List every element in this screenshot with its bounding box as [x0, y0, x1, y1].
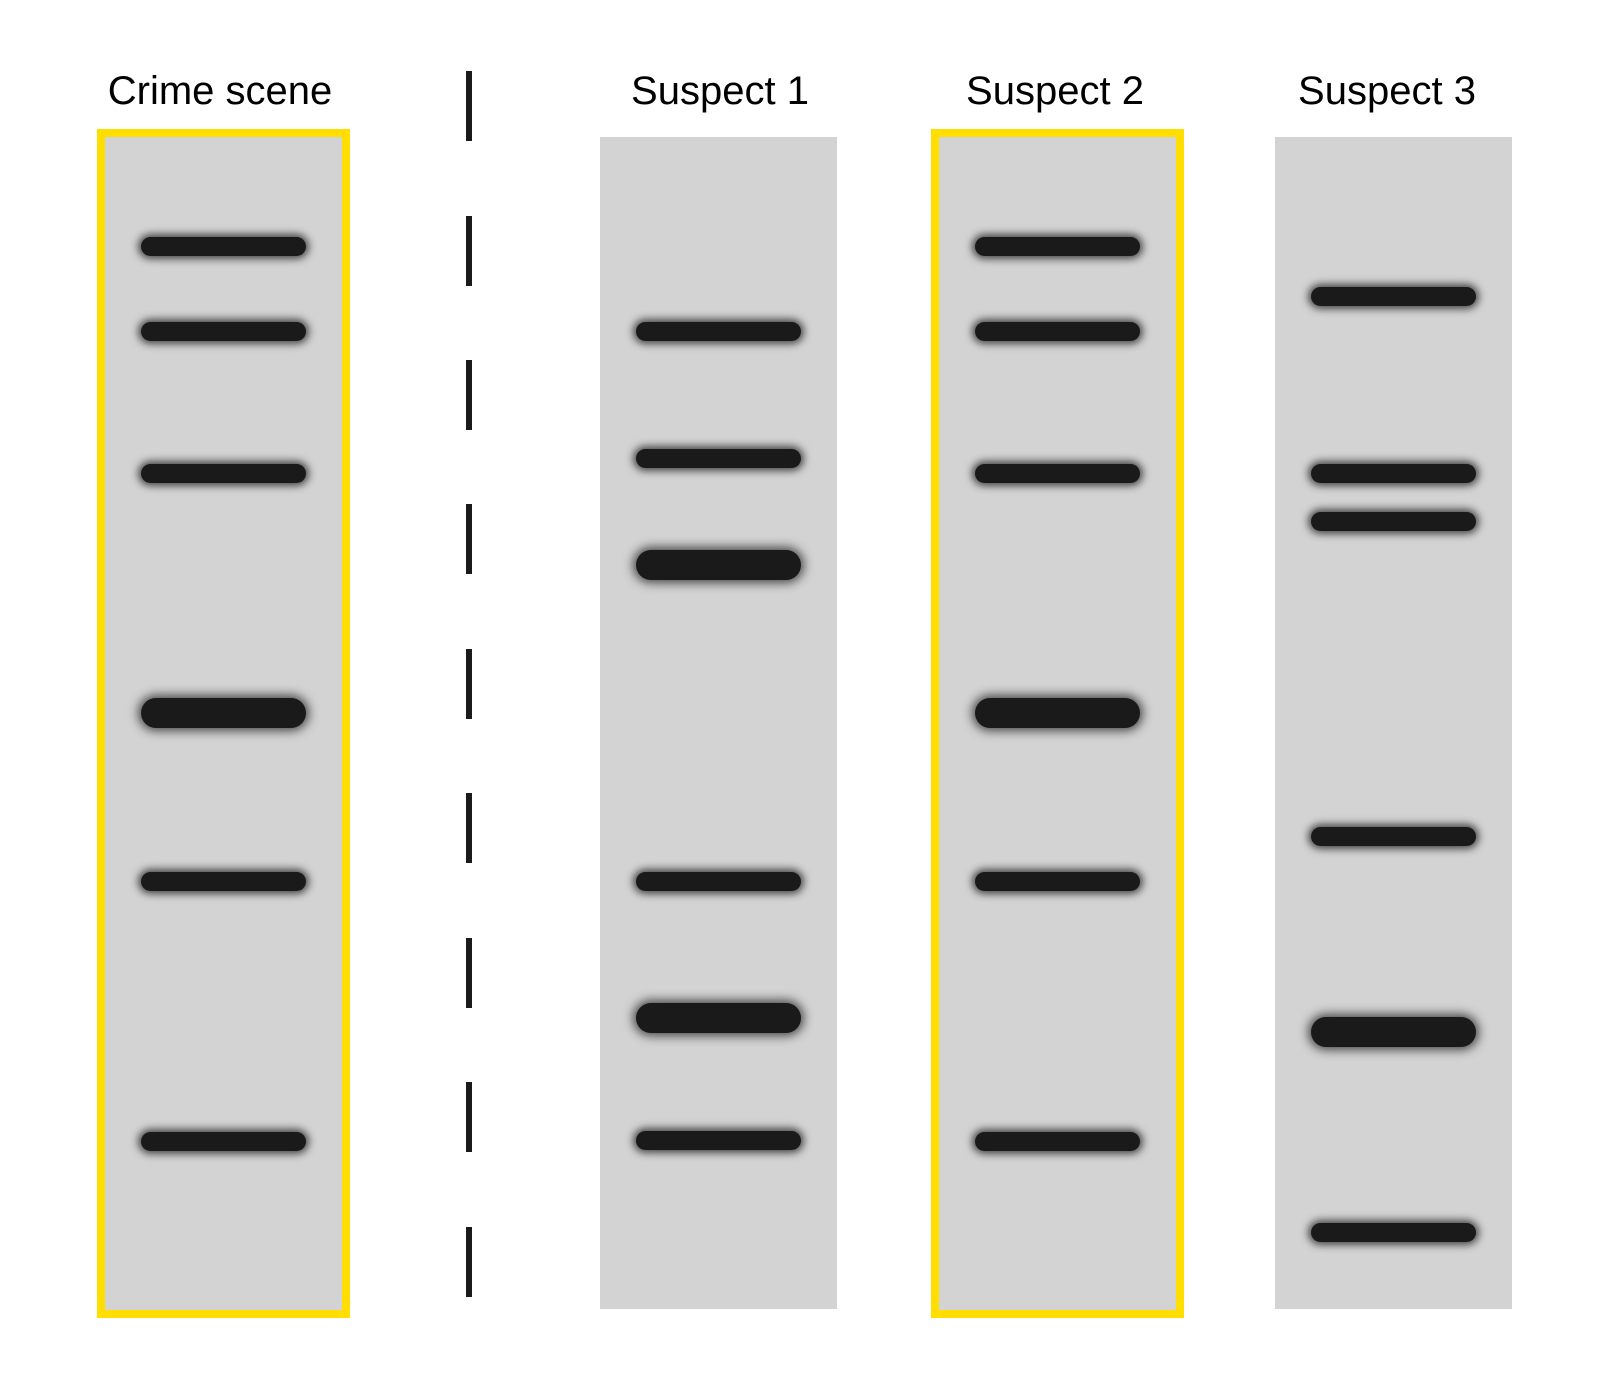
band — [141, 464, 306, 483]
band — [636, 550, 801, 580]
lane-label-suspect-2: Suspect 2 — [966, 69, 1144, 113]
band — [141, 872, 306, 891]
band — [975, 464, 1140, 483]
divider-dash — [466, 216, 472, 286]
band — [975, 322, 1140, 341]
band — [141, 1132, 306, 1151]
band — [1311, 287, 1476, 306]
band — [975, 237, 1140, 256]
band — [636, 1003, 801, 1033]
band — [975, 1132, 1140, 1151]
band — [975, 698, 1140, 728]
band — [1311, 464, 1476, 483]
lane-suspect-2 — [931, 129, 1184, 1318]
divider-dash — [466, 1227, 472, 1297]
band — [636, 1131, 801, 1150]
lane-crime-scene — [97, 129, 350, 1318]
lane-label-suspect-3: Suspect 3 — [1298, 69, 1476, 113]
band — [141, 698, 306, 728]
lane-suspect-3 — [1275, 137, 1512, 1309]
divider-dash — [466, 793, 472, 863]
band — [1311, 1223, 1476, 1242]
band — [1311, 1017, 1476, 1047]
lane-label-suspect-1: Suspect 1 — [631, 69, 809, 113]
band — [636, 872, 801, 891]
divider-dash — [466, 71, 472, 141]
divider-dash — [466, 1082, 472, 1152]
band — [141, 322, 306, 341]
lane-suspect-1 — [600, 137, 837, 1309]
divider-dash — [466, 504, 472, 574]
divider-dash — [466, 938, 472, 1008]
band — [1311, 512, 1476, 531]
band — [975, 872, 1140, 891]
band — [636, 449, 801, 468]
divider-dash — [466, 360, 472, 430]
divider-dash — [466, 649, 472, 719]
band — [1311, 827, 1476, 846]
band — [141, 237, 306, 256]
band — [636, 322, 801, 341]
lane-label-crime-scene: Crime scene — [107, 69, 333, 113]
